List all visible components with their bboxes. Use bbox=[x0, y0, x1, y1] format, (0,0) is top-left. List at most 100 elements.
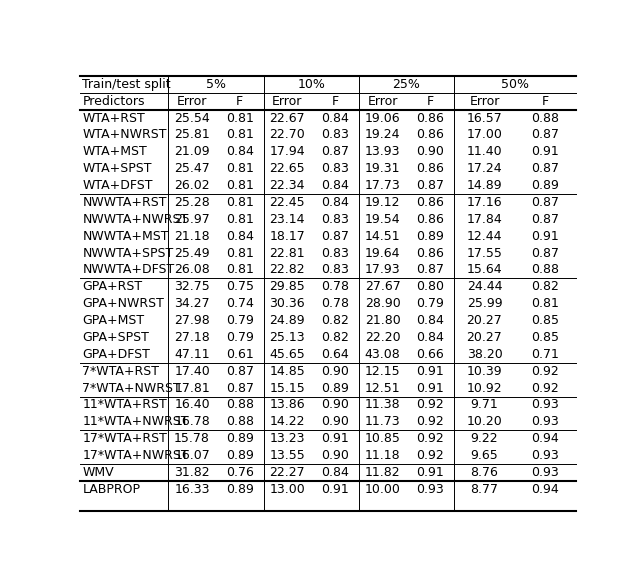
Text: 0.81: 0.81 bbox=[226, 246, 253, 260]
Text: 0.84: 0.84 bbox=[416, 314, 444, 327]
Text: 0.83: 0.83 bbox=[321, 162, 349, 175]
Text: 9.71: 9.71 bbox=[470, 399, 499, 411]
Text: 0.89: 0.89 bbox=[226, 483, 253, 496]
Text: WTA+NWRST: WTA+NWRST bbox=[83, 129, 167, 141]
Text: 0.88: 0.88 bbox=[226, 399, 253, 411]
Text: 0.78: 0.78 bbox=[321, 297, 349, 310]
Text: 45.65: 45.65 bbox=[269, 348, 305, 361]
Text: 0.89: 0.89 bbox=[226, 432, 253, 445]
Text: 0.85: 0.85 bbox=[531, 314, 559, 327]
Text: 19.06: 19.06 bbox=[365, 111, 401, 125]
Text: 11.40: 11.40 bbox=[467, 145, 502, 158]
Text: 22.27: 22.27 bbox=[269, 466, 305, 479]
Text: 0.91: 0.91 bbox=[532, 230, 559, 243]
Text: 12.44: 12.44 bbox=[467, 230, 502, 243]
Text: 0.87: 0.87 bbox=[531, 246, 559, 260]
Text: 0.76: 0.76 bbox=[226, 466, 253, 479]
Text: 10%: 10% bbox=[297, 78, 325, 91]
Text: 0.91: 0.91 bbox=[416, 381, 444, 395]
Text: 0.94: 0.94 bbox=[532, 432, 559, 445]
Text: WTA+MST: WTA+MST bbox=[83, 145, 147, 158]
Text: WMV: WMV bbox=[83, 466, 114, 479]
Text: NWWTA+MST: NWWTA+MST bbox=[83, 230, 169, 243]
Text: F: F bbox=[542, 95, 549, 108]
Text: 0.92: 0.92 bbox=[416, 449, 444, 462]
Text: F: F bbox=[332, 95, 339, 108]
Text: 17.16: 17.16 bbox=[467, 196, 502, 209]
Text: 0.82: 0.82 bbox=[321, 331, 349, 344]
Text: NWWTA+NWRST: NWWTA+NWRST bbox=[83, 213, 189, 226]
Text: 0.89: 0.89 bbox=[321, 381, 349, 395]
Text: 0.84: 0.84 bbox=[321, 179, 349, 192]
Text: 0.81: 0.81 bbox=[226, 162, 253, 175]
Text: 13.23: 13.23 bbox=[269, 432, 305, 445]
Text: WTA+DFST: WTA+DFST bbox=[83, 179, 153, 192]
Text: 22.20: 22.20 bbox=[365, 331, 401, 344]
Text: 0.87: 0.87 bbox=[416, 264, 444, 276]
Text: 0.93: 0.93 bbox=[532, 466, 559, 479]
Text: 0.71: 0.71 bbox=[532, 348, 559, 361]
Text: 10.20: 10.20 bbox=[467, 415, 502, 428]
Text: 0.81: 0.81 bbox=[226, 129, 253, 141]
Text: 0.79: 0.79 bbox=[416, 297, 444, 310]
Text: NWWTA+RST: NWWTA+RST bbox=[83, 196, 167, 209]
Text: 25.81: 25.81 bbox=[174, 129, 210, 141]
Text: 0.92: 0.92 bbox=[416, 415, 444, 428]
Text: 17.73: 17.73 bbox=[365, 179, 401, 192]
Text: Predictors: Predictors bbox=[83, 95, 145, 108]
Text: 0.92: 0.92 bbox=[416, 432, 444, 445]
Text: 0.87: 0.87 bbox=[226, 365, 253, 378]
Text: 22.81: 22.81 bbox=[269, 246, 305, 260]
Text: 0.85: 0.85 bbox=[531, 331, 559, 344]
Text: 19.64: 19.64 bbox=[365, 246, 400, 260]
Text: 0.81: 0.81 bbox=[226, 111, 253, 125]
Text: 0.84: 0.84 bbox=[321, 466, 349, 479]
Text: 13.93: 13.93 bbox=[365, 145, 400, 158]
Text: NWWTA+DFST: NWWTA+DFST bbox=[83, 264, 175, 276]
Text: 27.98: 27.98 bbox=[174, 314, 210, 327]
Text: 25.49: 25.49 bbox=[174, 246, 210, 260]
Text: 16.57: 16.57 bbox=[467, 111, 502, 125]
Text: 0.92: 0.92 bbox=[416, 399, 444, 411]
Text: 0.86: 0.86 bbox=[416, 162, 444, 175]
Text: GPA+SPST: GPA+SPST bbox=[83, 331, 149, 344]
Text: 0.83: 0.83 bbox=[321, 129, 349, 141]
Text: Error: Error bbox=[177, 95, 207, 108]
Text: 0.88: 0.88 bbox=[531, 264, 559, 276]
Text: GPA+MST: GPA+MST bbox=[83, 314, 145, 327]
Text: 0.84: 0.84 bbox=[226, 145, 253, 158]
Text: 26.08: 26.08 bbox=[174, 264, 210, 276]
Text: 11.82: 11.82 bbox=[365, 466, 401, 479]
Text: 17*WTA+RST: 17*WTA+RST bbox=[83, 432, 167, 445]
Text: GPA+RST: GPA+RST bbox=[83, 280, 143, 293]
Text: LABPROP: LABPROP bbox=[83, 483, 141, 496]
Text: 17.55: 17.55 bbox=[467, 246, 502, 260]
Text: 0.87: 0.87 bbox=[226, 381, 253, 395]
Text: 11.18: 11.18 bbox=[365, 449, 401, 462]
Text: 20.27: 20.27 bbox=[467, 314, 502, 327]
Text: 25.99: 25.99 bbox=[467, 297, 502, 310]
Text: 0.91: 0.91 bbox=[416, 466, 444, 479]
Text: 17.00: 17.00 bbox=[467, 129, 502, 141]
Text: 9.65: 9.65 bbox=[470, 449, 499, 462]
Text: 0.93: 0.93 bbox=[532, 415, 559, 428]
Text: 17.40: 17.40 bbox=[174, 365, 210, 378]
Text: 10.00: 10.00 bbox=[365, 483, 401, 496]
Text: 13.86: 13.86 bbox=[269, 399, 305, 411]
Text: 0.90: 0.90 bbox=[416, 145, 444, 158]
Text: 24.89: 24.89 bbox=[269, 314, 305, 327]
Text: 31.82: 31.82 bbox=[174, 466, 210, 479]
Text: 19.12: 19.12 bbox=[365, 196, 400, 209]
Text: 0.93: 0.93 bbox=[416, 483, 444, 496]
Text: 25.97: 25.97 bbox=[174, 213, 210, 226]
Text: 25.28: 25.28 bbox=[174, 196, 210, 209]
Text: 0.86: 0.86 bbox=[416, 246, 444, 260]
Text: 0.88: 0.88 bbox=[531, 111, 559, 125]
Text: 19.54: 19.54 bbox=[365, 213, 401, 226]
Text: 0.89: 0.89 bbox=[532, 179, 559, 192]
Text: 22.45: 22.45 bbox=[269, 196, 305, 209]
Text: 15.78: 15.78 bbox=[174, 432, 210, 445]
Text: 25.13: 25.13 bbox=[269, 331, 305, 344]
Text: 12.15: 12.15 bbox=[365, 365, 401, 378]
Text: 47.11: 47.11 bbox=[174, 348, 210, 361]
